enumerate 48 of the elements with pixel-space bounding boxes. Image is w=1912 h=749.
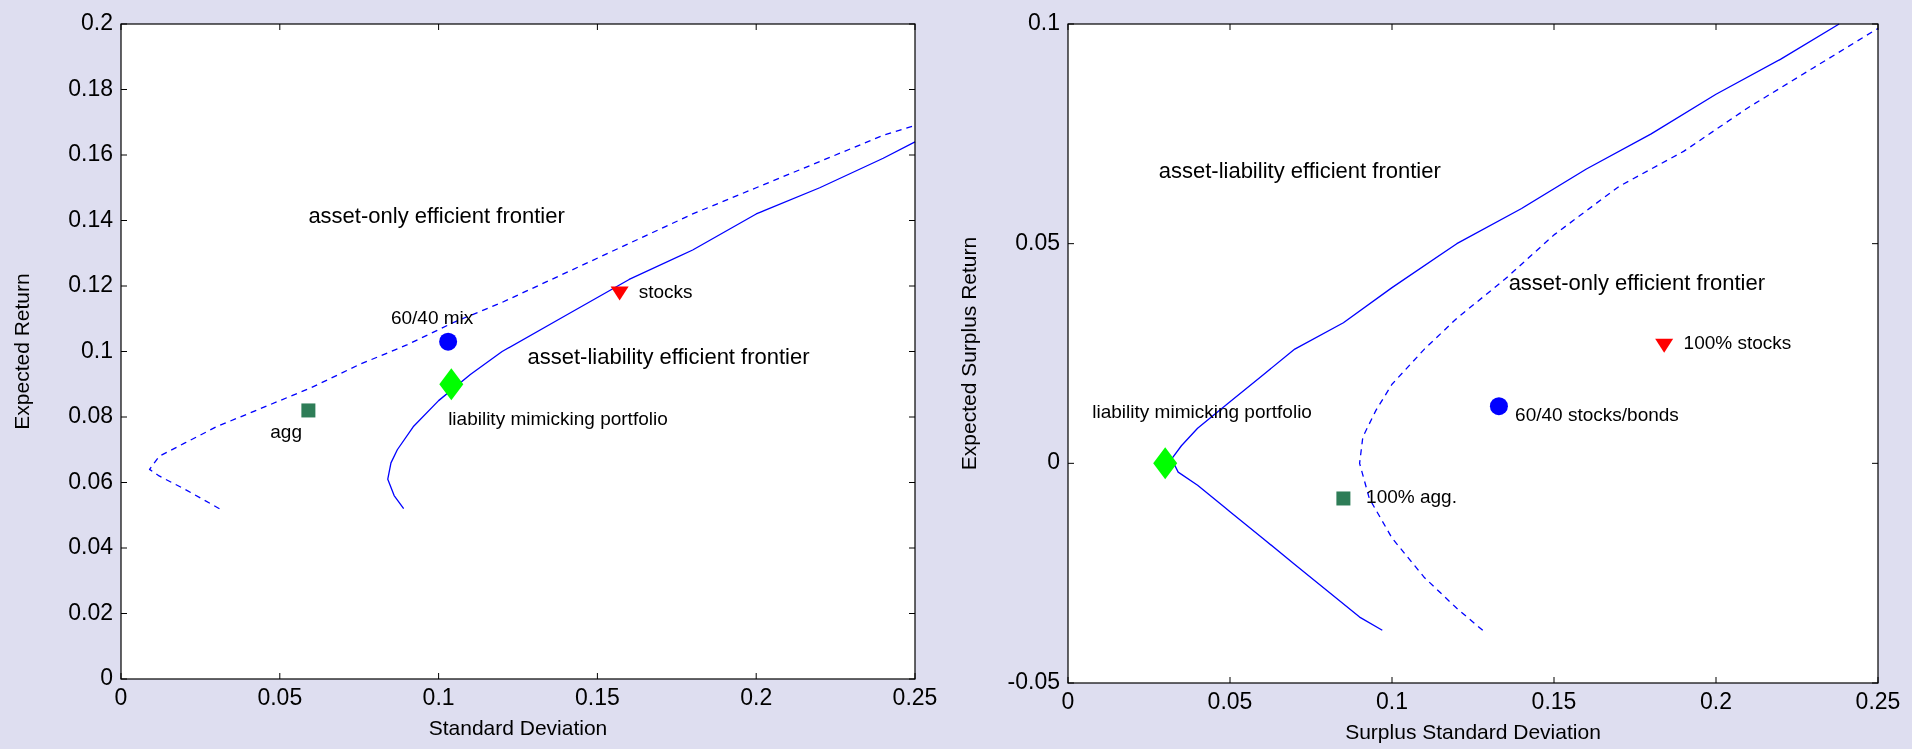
annotation: asset-liability efficient frontier (527, 343, 810, 369)
y-axis-title: Expected Surplus Return (957, 236, 980, 471)
annotation: 100% agg. (1366, 486, 1457, 508)
x-tick-label: 0.1 (1376, 688, 1408, 714)
point (610, 286, 629, 301)
annotation: asset-only efficient frontier (1508, 270, 1766, 296)
point (439, 332, 458, 351)
annotation: liability mimicking portfolio (448, 408, 668, 430)
annotation: stocks (638, 280, 693, 302)
point (1655, 338, 1674, 353)
x-tick-label: 0.2 (740, 684, 773, 710)
point (1336, 491, 1351, 506)
y-tick-label: 0.04 (68, 533, 114, 560)
y-tick-label: 0.1 (1028, 9, 1060, 36)
x-tick-label: 0.05 (257, 684, 303, 710)
y-tick-label: 0.05 (1015, 228, 1060, 255)
y-tick-label: 0.2 (81, 9, 113, 36)
annotation: agg (270, 421, 302, 443)
y-tick-label: 0.06 (68, 467, 113, 494)
y-tick-label: 0.16 (68, 140, 113, 167)
y-tick-label: 0.12 (68, 271, 113, 298)
x-tick-label: 0.15 (1531, 688, 1577, 714)
point (1153, 447, 1178, 480)
y-axis-title: Expected Return (10, 273, 33, 430)
x-axis-title: Standard Deviation (428, 716, 608, 739)
x-tick-label: 0.05 (1207, 688, 1253, 714)
y-tick-label: 0.02 (68, 598, 113, 625)
x-tick-label: 0.1 (422, 684, 455, 710)
x-tick-label: 0.15 (575, 684, 620, 710)
annotation: 100% stocks (1683, 331, 1792, 353)
x-tick-label: 0.25 (892, 684, 938, 710)
point (301, 403, 316, 418)
y-tick-label: 0 (1047, 448, 1060, 475)
y-tick-label: 0.08 (68, 402, 113, 429)
x-axis-title: Surplus Standard Deviation (1345, 720, 1601, 743)
y-tick-label: 0.1 (81, 336, 113, 363)
annotation: 60/40 stocks/bonds (1515, 404, 1679, 426)
y-tick-label: -0.05 (1007, 668, 1060, 695)
annotation: asset-liability efficient frontier (1158, 158, 1441, 184)
annotation: 60/40 mix (390, 306, 474, 328)
x-tick-label: 0.2 (1700, 688, 1732, 714)
annotation: asset-only efficient frontier (308, 203, 565, 229)
y-tick-label: 0 (100, 664, 113, 691)
y-tick-label: 0.18 (68, 74, 113, 101)
point (439, 368, 464, 401)
point (1489, 397, 1508, 416)
y-tick-label: 0.14 (68, 205, 114, 232)
x-tick-label: 0.25 (1855, 688, 1901, 714)
